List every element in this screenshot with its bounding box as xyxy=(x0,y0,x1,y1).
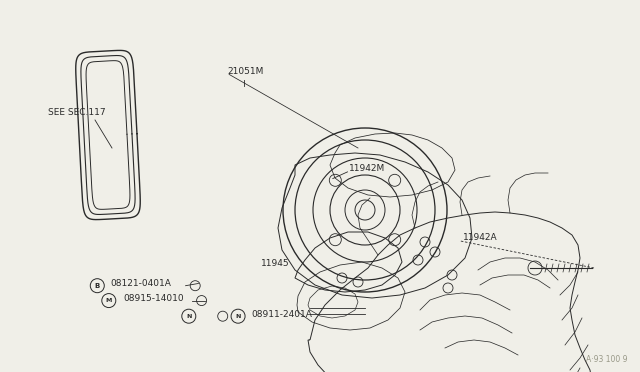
Text: 11945: 11945 xyxy=(261,259,290,268)
Text: 08911-2401A: 08911-2401A xyxy=(252,310,312,319)
Text: M: M xyxy=(106,298,112,303)
Text: 11942M: 11942M xyxy=(349,164,385,173)
Text: A·93 100 9: A·93 100 9 xyxy=(586,355,628,364)
Text: 08915-14010: 08915-14010 xyxy=(123,294,184,303)
Text: 08121-0401A: 08121-0401A xyxy=(110,279,171,288)
Text: 11942A: 11942A xyxy=(463,233,497,242)
Text: SEE SEC.117: SEE SEC.117 xyxy=(48,108,106,117)
Text: N: N xyxy=(236,314,241,319)
Text: N: N xyxy=(186,314,191,319)
Text: B: B xyxy=(95,283,100,289)
Text: 21051M: 21051M xyxy=(227,67,264,76)
